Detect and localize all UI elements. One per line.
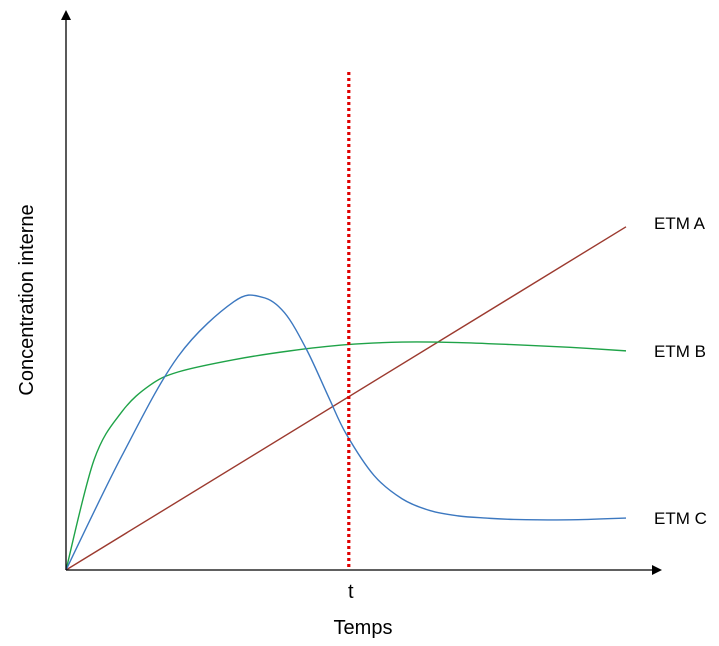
series-line-etm-b <box>65 341 627 571</box>
series-label-etm-b: ETM B <box>654 342 706 361</box>
series-label-etm-c: ETM C <box>654 509 707 528</box>
series-label-etm-a: ETM A <box>654 214 706 233</box>
y-axis-label: Concentration interne <box>16 204 38 395</box>
annotation-layer: t <box>347 72 354 603</box>
x-axis-label: Temps <box>334 617 393 639</box>
series-layer <box>65 226 627 571</box>
time-marker-label: t <box>348 581 354 603</box>
series-labels: ETM A ETM B ETM C <box>654 214 707 528</box>
series-line-etm-c <box>65 294 627 571</box>
series-line-etm-a <box>65 226 627 571</box>
